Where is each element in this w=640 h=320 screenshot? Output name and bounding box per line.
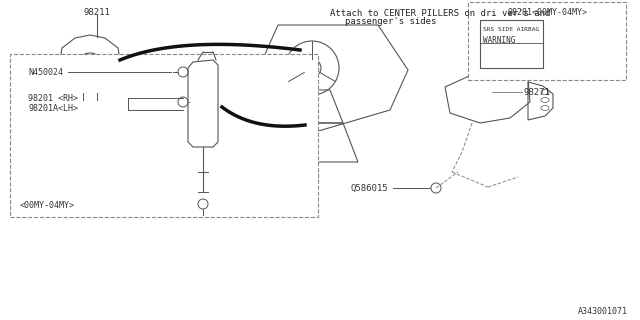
Bar bbox=[480, 20, 543, 68]
Text: Q586015: Q586015 bbox=[350, 183, 388, 193]
Bar bbox=[10, 54, 318, 217]
Text: 98211: 98211 bbox=[83, 7, 110, 17]
Text: A343001071: A343001071 bbox=[578, 308, 628, 316]
Text: 98201A<LH>: 98201A<LH> bbox=[28, 103, 78, 113]
Text: <00MY-04MY>: <00MY-04MY> bbox=[20, 202, 75, 211]
Text: 98201 <RH>: 98201 <RH> bbox=[28, 93, 78, 102]
Text: WARNING: WARNING bbox=[483, 36, 515, 44]
Text: SRS SIDE AIRBAG: SRS SIDE AIRBAG bbox=[483, 27, 540, 31]
Text: passenger's sides: passenger's sides bbox=[345, 17, 436, 26]
Text: Attach to CENTER PILLERS on dri ver's and: Attach to CENTER PILLERS on dri ver's an… bbox=[330, 9, 550, 18]
Text: 98271: 98271 bbox=[524, 87, 551, 97]
Bar bbox=[468, 2, 626, 80]
Text: N450024: N450024 bbox=[28, 68, 63, 76]
Text: 98281<00MY-04MY>: 98281<00MY-04MY> bbox=[507, 7, 587, 17]
